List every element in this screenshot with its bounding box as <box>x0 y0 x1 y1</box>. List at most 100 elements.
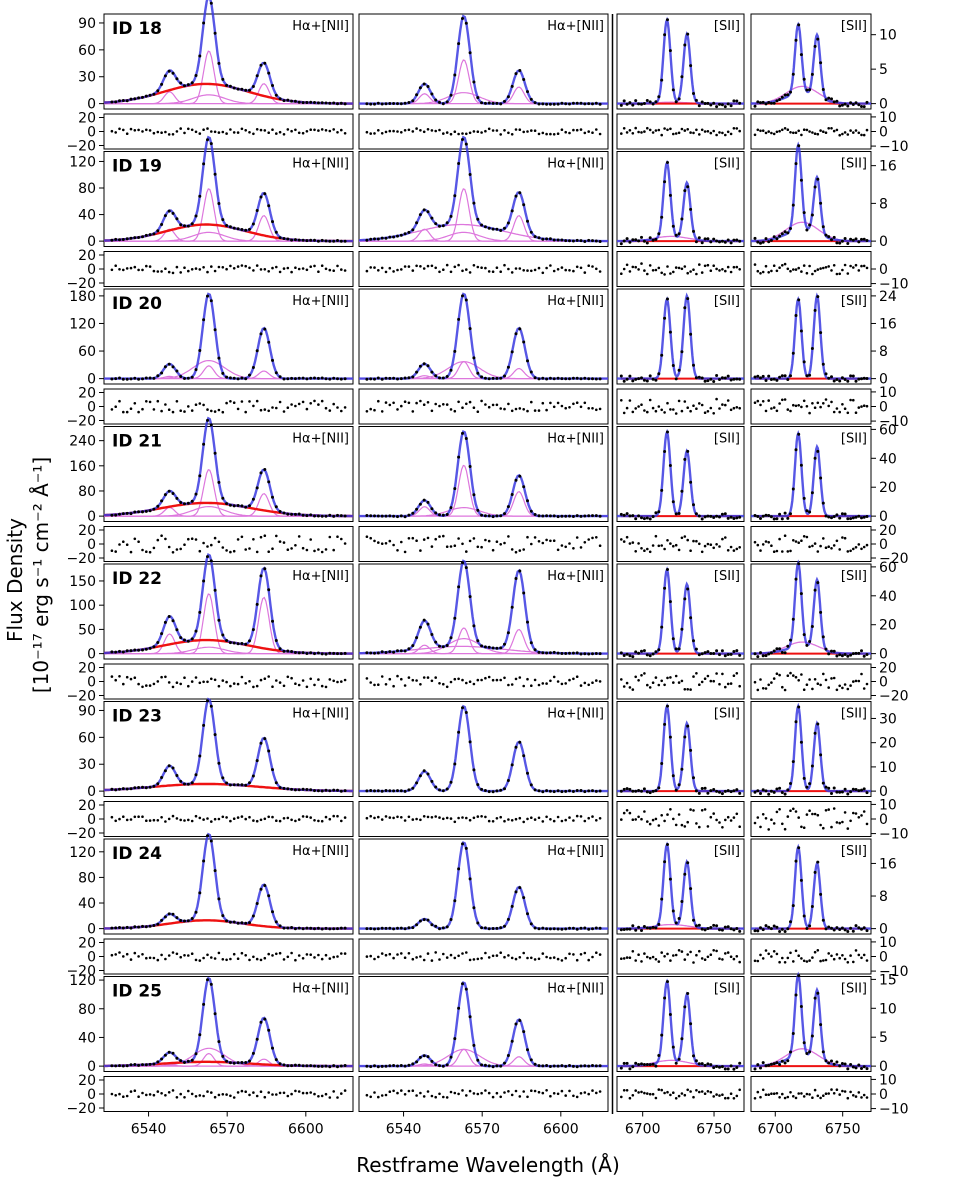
residual-point <box>465 132 468 136</box>
data-point <box>571 926 575 930</box>
residual-point <box>625 131 629 134</box>
residual-point <box>297 954 301 957</box>
data-point <box>657 510 661 514</box>
data-point <box>631 514 635 518</box>
data-point <box>392 376 396 380</box>
residual-point <box>556 680 560 683</box>
data-point <box>583 376 587 380</box>
data-point <box>121 787 125 791</box>
data-point <box>791 760 795 764</box>
residual-point <box>332 128 336 131</box>
data-point <box>464 142 468 146</box>
residual-point <box>179 127 182 130</box>
residual-point <box>657 405 661 408</box>
residual-point <box>706 674 710 678</box>
residual-point <box>541 541 545 545</box>
data-point <box>753 514 757 517</box>
data-point <box>160 499 164 503</box>
data-point <box>767 240 771 244</box>
data-point <box>712 652 716 655</box>
data-point <box>835 378 839 381</box>
data-point <box>441 926 445 930</box>
data-point <box>625 1061 629 1065</box>
residual-point <box>819 267 822 270</box>
residual-point <box>753 133 757 137</box>
narrow-component-nii <box>104 596 353 655</box>
data-point <box>240 1061 244 1064</box>
data-point <box>407 647 411 651</box>
data-point <box>789 1050 792 1054</box>
residual-point <box>522 820 525 824</box>
residual-point <box>294 958 297 962</box>
residual-point <box>830 400 833 404</box>
data-point <box>167 362 171 366</box>
residual-point <box>340 680 343 683</box>
residual-point <box>854 949 858 952</box>
residual-point <box>735 547 739 551</box>
residual-point <box>575 128 579 132</box>
data-point <box>236 227 240 231</box>
data-point <box>799 740 803 744</box>
data-point <box>692 92 695 95</box>
residual-point <box>484 1089 487 1092</box>
residual-point <box>663 819 666 823</box>
data-point <box>799 329 803 333</box>
data-point <box>297 651 301 655</box>
residual-point <box>183 819 186 822</box>
data-point <box>152 507 156 511</box>
y-tick-label: 240 <box>69 434 96 450</box>
residual-point <box>259 128 263 132</box>
residual-point <box>301 815 305 818</box>
data-point <box>813 996 817 1000</box>
residual-point <box>772 1092 776 1095</box>
residual-point <box>835 688 839 692</box>
residual-point <box>229 684 232 688</box>
data-point <box>179 636 183 640</box>
residual-point <box>786 267 790 271</box>
data-point <box>598 377 602 381</box>
data-point <box>274 1058 278 1062</box>
data-point <box>663 180 667 184</box>
residual-point <box>857 679 861 683</box>
residual-point <box>786 956 790 960</box>
residual-point <box>255 264 259 267</box>
residual-point <box>549 956 552 960</box>
residual-point <box>841 132 844 136</box>
residual-point <box>252 538 255 541</box>
residual-point <box>564 818 567 822</box>
residual-point <box>294 819 297 823</box>
data-point <box>332 101 336 105</box>
data-point <box>286 787 290 791</box>
residual-point <box>255 550 259 554</box>
residual-point <box>232 952 236 956</box>
data-point <box>209 1 213 5</box>
residual-point <box>267 1091 271 1094</box>
residual-point <box>236 682 240 686</box>
residual-point <box>595 128 598 131</box>
data-point <box>671 1045 675 1049</box>
residual-point <box>152 546 156 550</box>
data-point <box>328 239 332 243</box>
residual-point <box>148 400 152 404</box>
residual-point <box>824 678 828 682</box>
residual-point <box>800 673 803 676</box>
object-id-label: ID 20 <box>112 294 162 314</box>
residual-point <box>598 953 602 956</box>
residual-point <box>595 679 598 682</box>
data-point <box>645 926 649 930</box>
data-point <box>225 919 229 923</box>
residual-point <box>789 269 792 273</box>
data-point <box>328 789 332 793</box>
data-point <box>114 926 118 930</box>
data-point <box>556 102 560 106</box>
residual-point <box>595 951 598 954</box>
data-point <box>522 340 526 344</box>
residual-point <box>133 402 137 405</box>
residual-point <box>480 399 483 403</box>
residual-point <box>263 956 267 960</box>
residual-point <box>392 684 395 688</box>
residual-point <box>797 129 800 133</box>
data-point <box>522 591 526 595</box>
residual-point <box>499 1095 503 1099</box>
